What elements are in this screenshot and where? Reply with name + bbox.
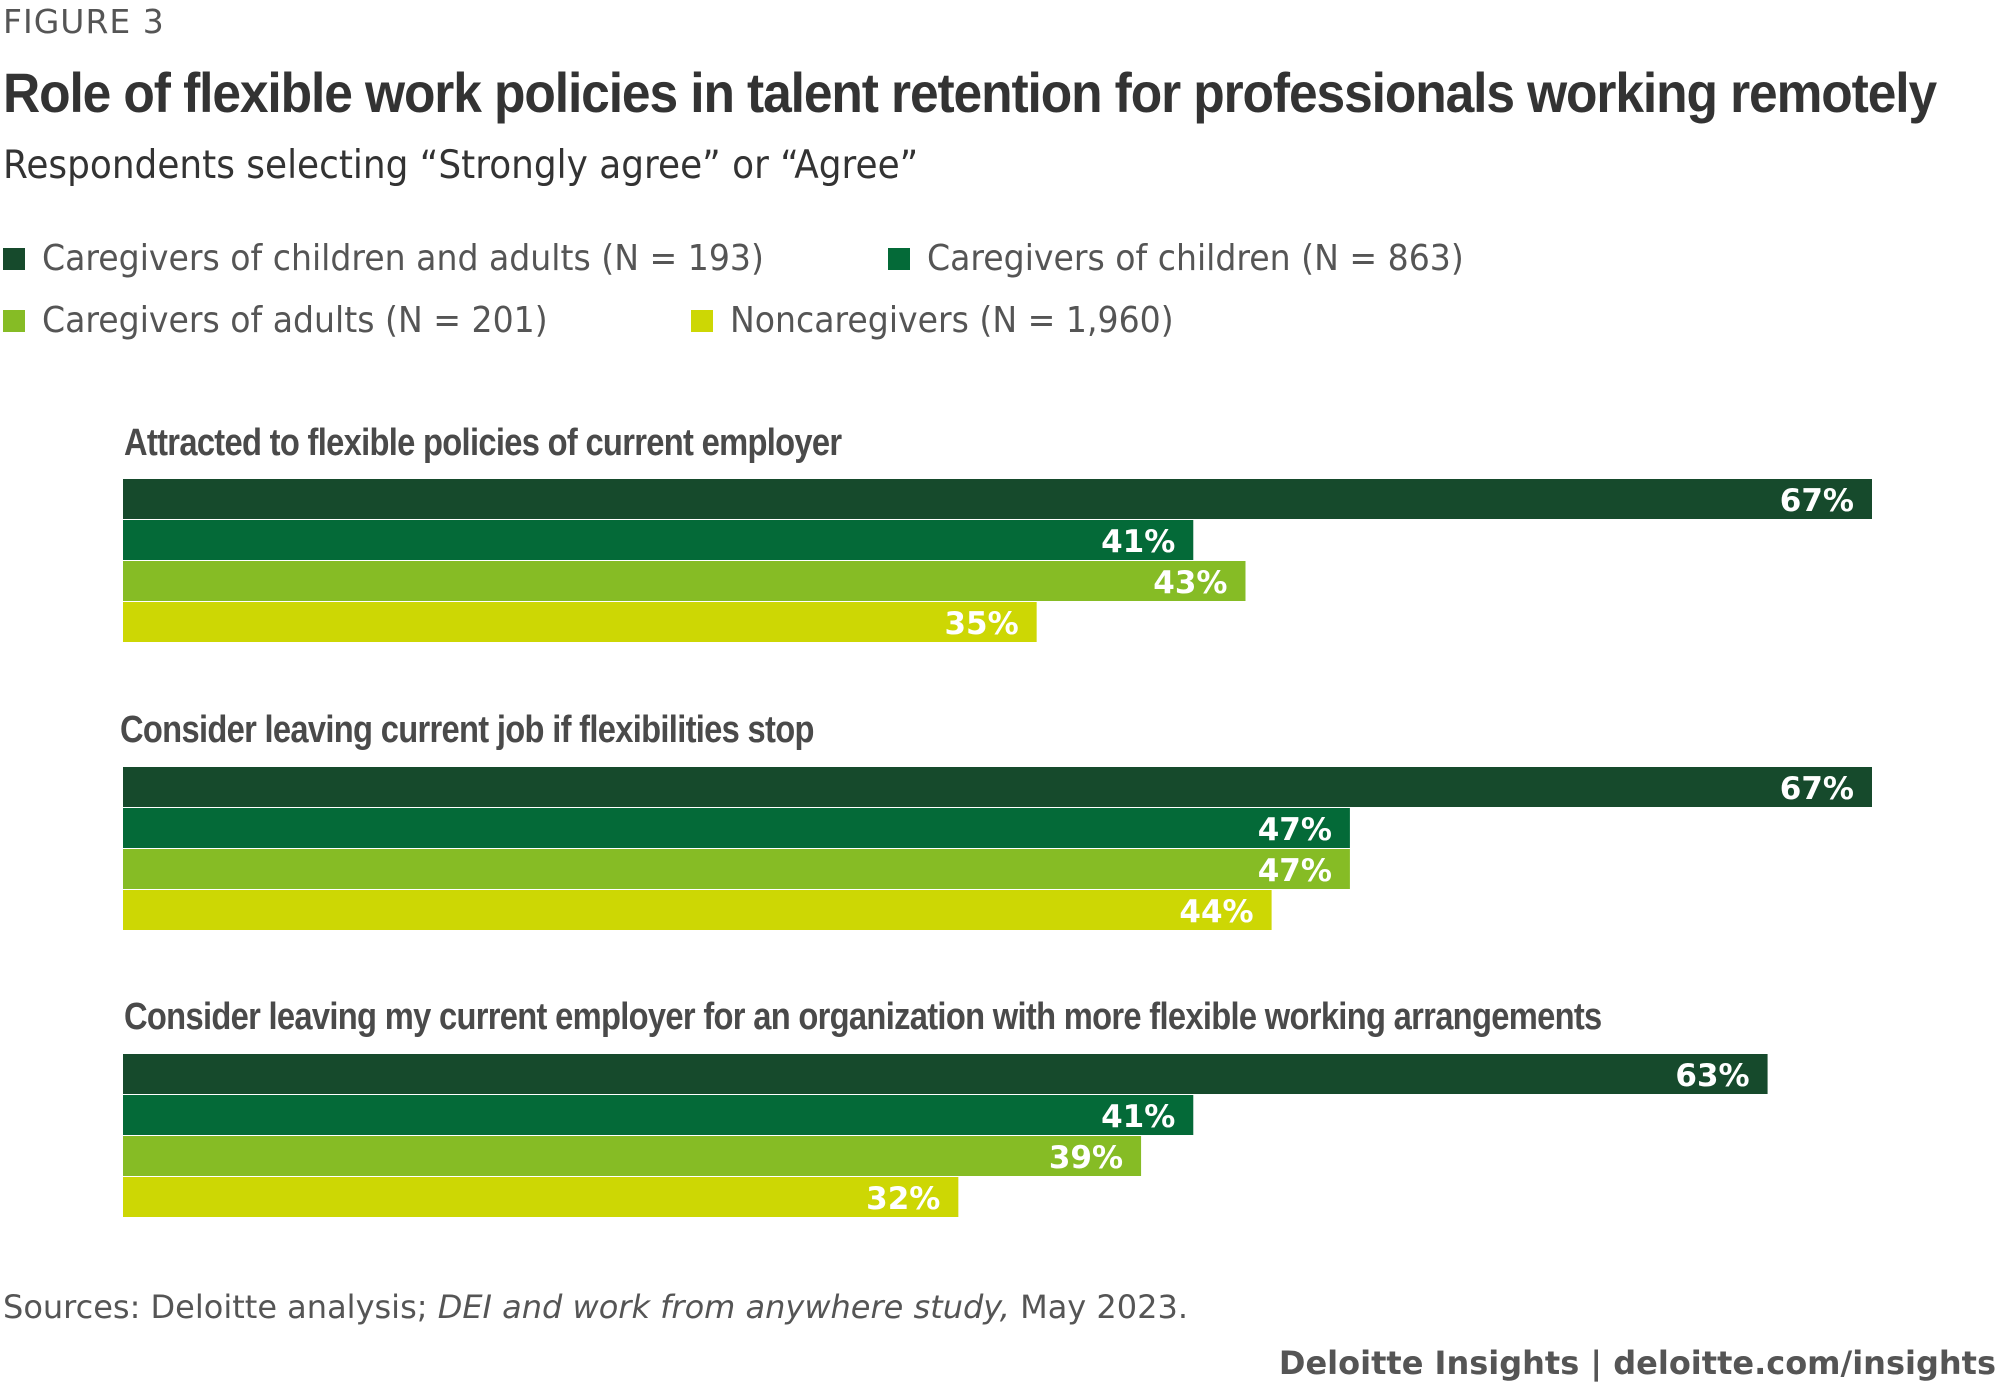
legend-swatch xyxy=(3,247,25,270)
bar-adults-group-3 xyxy=(123,1136,1142,1176)
bar-adults-group-2 xyxy=(123,849,1350,889)
bar-children-group-1 xyxy=(123,520,1194,560)
bar-children-and-adults-group-3 xyxy=(123,1054,1768,1094)
data-label-noncaregivers-group-1: 35% xyxy=(944,606,1018,642)
data-label-adults-group-1: 43% xyxy=(1153,565,1227,601)
source-study-title: DEI and work from anywhere study, xyxy=(437,1288,1010,1326)
figure-label: FIGURE 3 xyxy=(3,2,165,41)
legend-swatch xyxy=(691,309,713,332)
data-label-children-group-2: 47% xyxy=(1258,812,1332,848)
legend-item-noncaregivers: Noncaregivers (N = 1,960) xyxy=(691,300,1212,341)
bar-children-and-adults-group-2 xyxy=(123,767,1872,807)
bar-children-group-2 xyxy=(123,808,1350,848)
legend-item-children-and-adults: Caregivers of children and adults (N = 1… xyxy=(3,238,827,279)
legend-label: Caregivers of children and adults (N = 1… xyxy=(42,238,764,279)
data-label-children-and-adults-group-1: 67% xyxy=(1780,483,1854,519)
bar-noncaregivers-group-2 xyxy=(123,890,1272,930)
legend-item-children: Caregivers of children (N = 863) xyxy=(888,238,1510,279)
data-label-noncaregivers-group-3: 32% xyxy=(866,1181,940,1217)
brand-credit: Deloitte Insights | deloitte.com/insight… xyxy=(1278,1344,1996,1382)
legend-swatch xyxy=(888,247,910,270)
legend-label: Noncaregivers (N = 1,960) xyxy=(730,300,1174,341)
group-label-leave-if-stop: Consider leaving current job if flexibil… xyxy=(120,709,814,751)
group-label-leave-for-flexible: Consider leaving my current employer for… xyxy=(124,996,1602,1038)
bar-children-and-adults-group-1 xyxy=(123,479,1872,519)
chart-title: Role of flexible work policies in talent… xyxy=(3,61,1937,124)
source-note: Sources: Deloitte analysis; DEI and work… xyxy=(3,1288,1188,1326)
legend-label: Caregivers of adults (N = 201) xyxy=(42,300,548,341)
bar-children-group-3 xyxy=(123,1095,1194,1135)
data-label-adults-group-3: 39% xyxy=(1049,1140,1123,1176)
data-label-adults-group-2: 47% xyxy=(1258,853,1332,889)
source-suffix: May 2023. xyxy=(1009,1288,1189,1326)
legend-item-adults: Caregivers of adults (N = 201) xyxy=(3,300,592,341)
data-label-children-group-1: 41% xyxy=(1101,524,1175,560)
data-label-children-and-adults-group-3: 63% xyxy=(1675,1058,1749,1094)
group-label-attracted: Attracted to flexible policies of curren… xyxy=(124,422,842,464)
data-label-children-and-adults-group-2: 67% xyxy=(1780,771,1854,807)
bar-adults-group-1 xyxy=(123,561,1246,601)
source-prefix: Sources: Deloitte analysis; xyxy=(3,1288,438,1326)
chart-subtitle: Respondents selecting “Strongly agree” o… xyxy=(3,143,919,188)
legend-label: Caregivers of children (N = 863) xyxy=(927,238,1464,279)
legend-swatch xyxy=(3,309,25,332)
data-label-children-group-3: 41% xyxy=(1101,1099,1175,1135)
data-label-noncaregivers-group-2: 44% xyxy=(1179,894,1253,930)
bar-noncaregivers-group-3 xyxy=(123,1177,959,1217)
bar-noncaregivers-group-1 xyxy=(123,602,1037,642)
